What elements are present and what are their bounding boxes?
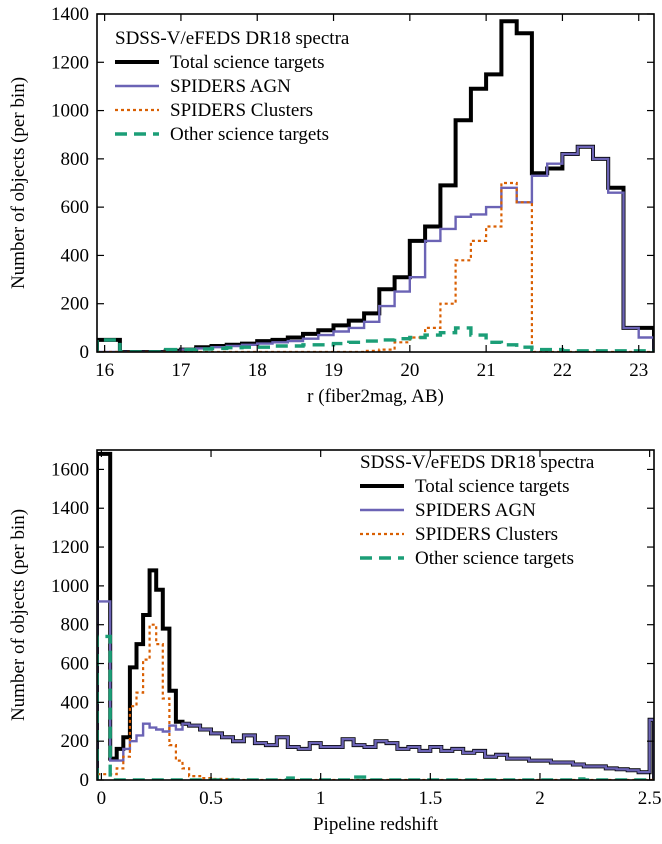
series-line-total-science-targets xyxy=(97,451,654,780)
y-tick-label: 1600 xyxy=(51,459,89,480)
x-tick-label: 0 xyxy=(97,788,107,809)
legend-title: SDSS-V/eFEDS DR18 spectra xyxy=(360,452,595,473)
y-tick-label: 1400 xyxy=(51,4,89,25)
x-axis-label: r (fiber2mag, AB) xyxy=(307,386,444,407)
ticks-group: 16 17 18 19 20 21 22 23 0 200 400 600 800 1000 1200 140… xyxy=(51,4,654,381)
x-tick-label: 1 xyxy=(316,788,326,809)
y-tick-label: 0 xyxy=(80,770,90,791)
x-tick-label: 18 xyxy=(248,360,267,381)
series-line-other-science-targets xyxy=(97,326,654,352)
y-tick-label: 1000 xyxy=(51,576,89,597)
x-tick-label: 16 xyxy=(95,360,114,381)
series-line-spiders-clusters xyxy=(97,623,654,780)
y-tick-label: 1200 xyxy=(51,537,89,558)
legend-entry: Total science targets xyxy=(360,476,569,497)
x-tick-label: 2 xyxy=(535,788,545,809)
y-axis-label: Number of objects (per bin) xyxy=(8,509,29,721)
series-line-other-science-targets xyxy=(97,634,654,780)
legend-label: Total science targets xyxy=(415,476,569,497)
x-tick-label: 21 xyxy=(477,360,496,381)
series-line-spiders-clusters xyxy=(97,181,654,352)
x-axis-label: Pipeline redshift xyxy=(313,814,439,835)
y-tick-label: 600 xyxy=(61,654,90,675)
legend-entry: Total science targets xyxy=(115,52,324,73)
legend-entry: SPIDERS AGN xyxy=(360,500,536,521)
legend-label: SPIDERS AGN xyxy=(170,76,291,97)
y-tick-label: 1200 xyxy=(51,52,89,73)
y-tick-label: 400 xyxy=(61,245,90,266)
legend-title: SDSS-V/eFEDS DR18 spectra xyxy=(115,28,350,49)
y-tick-label: 800 xyxy=(61,615,90,636)
x-tick-label: 19 xyxy=(324,360,343,381)
x-tick-label: 20 xyxy=(400,360,419,381)
y-tick-label: 400 xyxy=(61,692,90,713)
axes-frame xyxy=(96,449,655,781)
y-tick-label: 0 xyxy=(80,342,90,363)
panel-r-magnitude: 16 17 18 19 20 21 22 23 0 200 400 600 800 1000 1200 140… xyxy=(8,4,655,407)
ticks-group: 0 0.5 1 1.5 2 2.5 0 200 400 600 800 1000 1200 1400 160… xyxy=(51,450,661,809)
y-tick-label: 200 xyxy=(61,731,90,752)
y-axis-label: Number of objects (per bin) xyxy=(8,77,29,289)
x-tick-label: 2.5 xyxy=(638,788,662,809)
series-line-spiders-agn xyxy=(97,600,654,780)
y-tick-label: 200 xyxy=(61,294,90,315)
y-tick-label: 1000 xyxy=(51,101,89,122)
x-tick-label: 1.5 xyxy=(418,788,442,809)
panel-redshift: 0 0.5 1 1.5 2 2.5 0 200 400 600 800 1000 1200 1400 160… xyxy=(8,449,661,835)
series-line-spiders-agn xyxy=(97,145,654,352)
legend-entry: Other science targets xyxy=(115,124,329,145)
series-group xyxy=(97,451,654,780)
x-tick-label: 17 xyxy=(171,360,190,381)
legend: SDSS-V/eFEDS DR18 spectra Total science … xyxy=(360,452,595,569)
legend-label: SPIDERS AGN xyxy=(415,500,536,521)
legend-label: SPIDERS Clusters xyxy=(415,524,558,545)
legend: SDSS-V/eFEDS DR18 spectra Total science … xyxy=(115,28,350,145)
x-tick-label: 22 xyxy=(553,360,572,381)
y-tick-label: 800 xyxy=(61,149,90,170)
y-tick-label: 600 xyxy=(61,197,90,218)
legend-label: Total science targets xyxy=(170,52,324,73)
series-group xyxy=(97,19,654,352)
axes-frame xyxy=(96,13,655,353)
x-tick-label: 0.5 xyxy=(199,788,223,809)
y-tick-label: 1400 xyxy=(51,498,89,519)
legend-entry: SPIDERS Clusters xyxy=(360,524,558,545)
legend-label: SPIDERS Clusters xyxy=(170,100,313,121)
legend-entry: Other science targets xyxy=(360,548,574,569)
legend-entry: SPIDERS Clusters xyxy=(115,100,313,121)
legend-label: Other science targets xyxy=(170,124,329,145)
legend-entry: SPIDERS AGN xyxy=(115,76,291,97)
legend-label: Other science targets xyxy=(415,548,574,569)
x-tick-label: 23 xyxy=(629,360,648,381)
